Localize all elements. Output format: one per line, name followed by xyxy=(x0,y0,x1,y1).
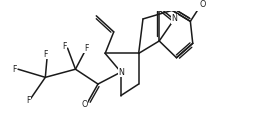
Text: F: F xyxy=(43,50,47,59)
Text: N: N xyxy=(118,68,124,77)
Text: N: N xyxy=(172,14,177,23)
Text: F: F xyxy=(84,44,88,53)
Text: O: O xyxy=(200,0,206,9)
Text: F: F xyxy=(13,65,17,74)
Text: F: F xyxy=(62,42,67,51)
Text: O: O xyxy=(81,100,88,109)
Text: F: F xyxy=(26,96,31,105)
